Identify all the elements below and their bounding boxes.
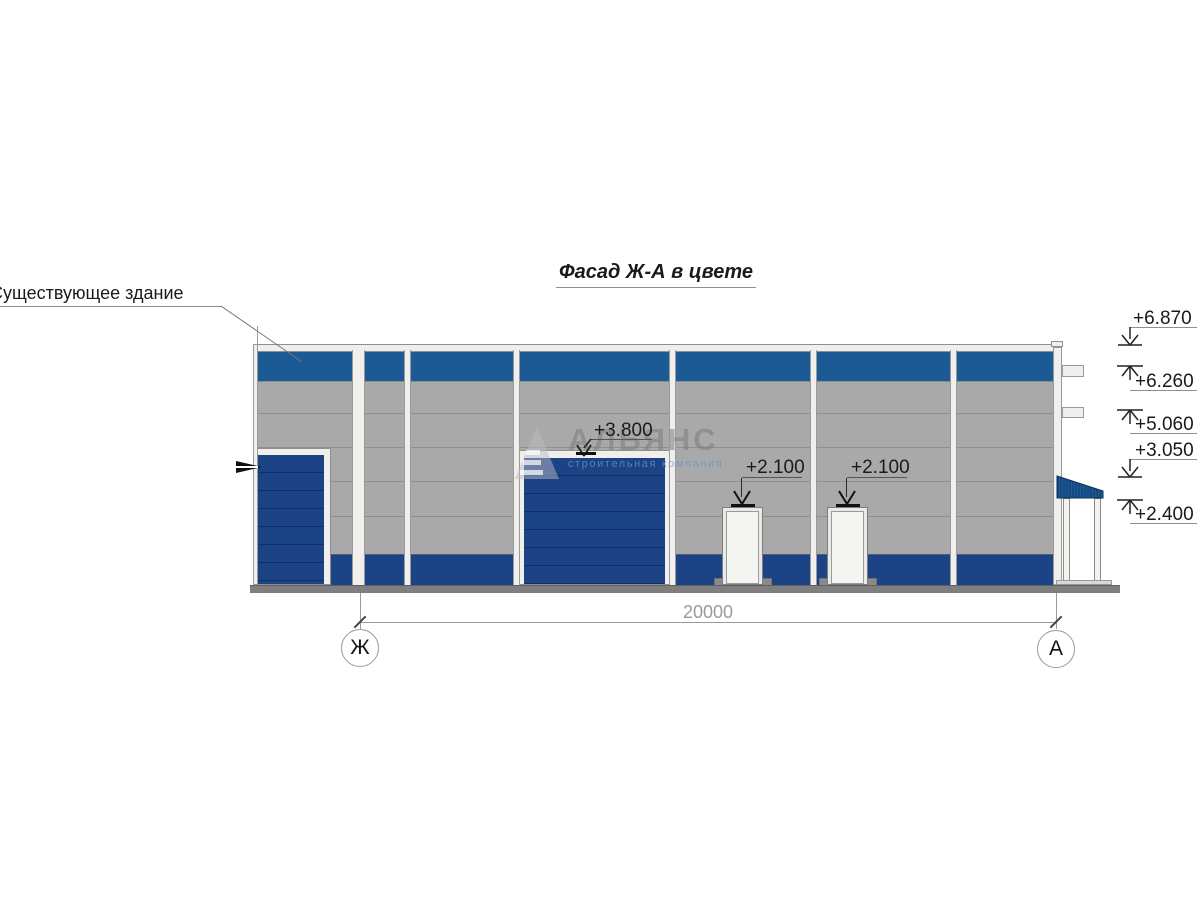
parapet-cap-step	[1051, 341, 1063, 347]
elevation-mark-label: +2.400	[1135, 504, 1194, 525]
axis-label: Ж	[350, 636, 370, 659]
elevation-mark-label: +3.050	[1135, 440, 1194, 461]
facade-mullion	[669, 350, 676, 585]
elevation-arrow-down-icon	[1118, 459, 1142, 478]
panel-joint-line	[253, 413, 1062, 414]
elevation-mark-line	[1130, 523, 1197, 524]
axis-label: А	[1048, 637, 1063, 660]
door-height-arrow-icon	[733, 490, 751, 505]
panel-joint-line	[253, 447, 1062, 448]
elevation-mark-label: +6.870	[1133, 308, 1192, 329]
facade-mullion	[810, 350, 817, 585]
door-label-leader	[846, 478, 847, 497]
dimension-line	[360, 622, 1056, 623]
door-arrow-tick	[576, 452, 596, 455]
existing-building-callout: Существующее здание	[0, 283, 184, 303]
door-arrow-tick	[836, 504, 860, 507]
dimension-extension-line	[360, 593, 361, 629]
ground-line	[250, 585, 1120, 593]
door-label-leader	[741, 478, 742, 497]
door-arrow-tick	[731, 504, 755, 507]
personnel-door-1	[722, 507, 763, 585]
door-height-label-1: +2.100	[746, 457, 805, 478]
elevation-arrow-up-icon	[1117, 409, 1143, 424]
canopy-post-base	[1056, 580, 1112, 585]
door-height-arrow-icon	[838, 490, 856, 505]
facade-mullion	[950, 350, 957, 585]
elevation-mark-label: +6.260	[1135, 371, 1194, 392]
existing-building-junction-arrow-icon	[234, 461, 262, 473]
left-edge-extension-line	[257, 326, 258, 345]
facade-mullion	[404, 350, 411, 585]
canopy-post	[1094, 498, 1101, 584]
door-label-underline	[742, 477, 802, 478]
personnel-door-2	[827, 507, 868, 585]
facade-mullion	[352, 350, 365, 585]
door-height-label-2: +2.100	[851, 457, 910, 478]
elevation-mark-line	[1130, 327, 1197, 328]
dimension-value: 20000	[683, 602, 734, 622]
facade-top-blue-band	[253, 352, 1062, 381]
elevation-arrow-up-icon	[1117, 365, 1143, 380]
elevation-arrow-up-icon	[1117, 499, 1143, 514]
beam-end-tab	[1062, 407, 1084, 418]
panel-joint-line	[253, 381, 1062, 382]
drawing-title: Фасад Ж-А в цвете	[556, 261, 757, 288]
door-label-underline	[590, 439, 652, 440]
personnel-door-2-leaf	[831, 511, 864, 584]
sectional-door-middle	[516, 450, 672, 585]
sectional-door-left-panel	[258, 455, 324, 584]
elevation-mark-line	[1130, 459, 1197, 460]
axis-marker-zh: Ж	[341, 629, 379, 667]
elevation-mark-line	[1130, 390, 1197, 391]
elevation-arrow-down-icon	[1118, 327, 1142, 346]
facade-left-edge-column	[253, 344, 258, 585]
door-height-label-middle: +3.800	[594, 420, 653, 441]
dimension-extension-line	[1056, 593, 1057, 629]
axis-marker-a: А	[1037, 630, 1075, 668]
facade-mullion	[513, 350, 520, 585]
sectional-door-middle-panel	[524, 458, 665, 584]
callout-underline	[0, 306, 222, 307]
door-height-arrow-icon	[576, 438, 592, 457]
elevation-mark-line	[1130, 433, 1197, 434]
sectional-door-left	[253, 448, 331, 585]
facade-right-edge-column	[1053, 347, 1062, 585]
personnel-door-1-leaf	[726, 511, 759, 584]
canopy-post	[1063, 498, 1070, 584]
door-label-underline	[847, 477, 907, 478]
parapet-cap	[253, 344, 1062, 352]
callout-leader-line	[220, 305, 303, 363]
beam-end-tab	[1062, 365, 1084, 377]
entrance-canopy	[1056, 475, 1104, 499]
elevation-mark-label: +5.060	[1135, 414, 1194, 435]
